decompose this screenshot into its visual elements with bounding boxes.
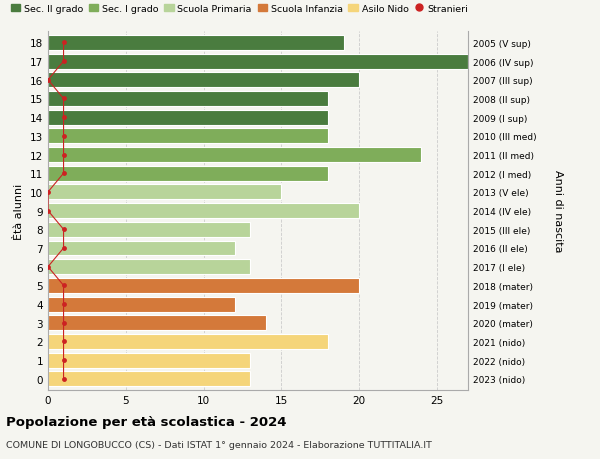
Bar [48, 278, 359, 293]
Bar [48, 371, 250, 386]
Bar [48, 148, 421, 162]
Bar [48, 222, 250, 237]
Bar [48, 297, 235, 312]
Bar [48, 92, 328, 107]
Bar [48, 353, 250, 368]
Bar [48, 204, 359, 218]
Bar [48, 185, 281, 200]
Bar [48, 111, 328, 125]
Text: COMUNE DI LONGOBUCCO (CS) - Dati ISTAT 1° gennaio 2024 - Elaborazione TUTTITALIA: COMUNE DI LONGOBUCCO (CS) - Dati ISTAT 1… [6, 440, 432, 449]
Bar [48, 73, 359, 88]
Bar [48, 241, 235, 256]
Bar [48, 334, 328, 349]
Text: Popolazione per età scolastica - 2024: Popolazione per età scolastica - 2024 [6, 415, 287, 428]
Bar [48, 55, 468, 69]
Y-axis label: Ètà alunni: Ètà alunni [14, 183, 25, 239]
Bar [48, 36, 344, 51]
Legend: Sec. II grado, Sec. I grado, Scuola Primaria, Scuola Infanzia, Asilo Nido, Stran: Sec. II grado, Sec. I grado, Scuola Prim… [11, 5, 468, 14]
Bar [48, 260, 250, 274]
Y-axis label: Anni di nascita: Anni di nascita [553, 170, 563, 252]
Bar [48, 129, 328, 144]
Bar [48, 166, 328, 181]
Bar [48, 316, 266, 330]
